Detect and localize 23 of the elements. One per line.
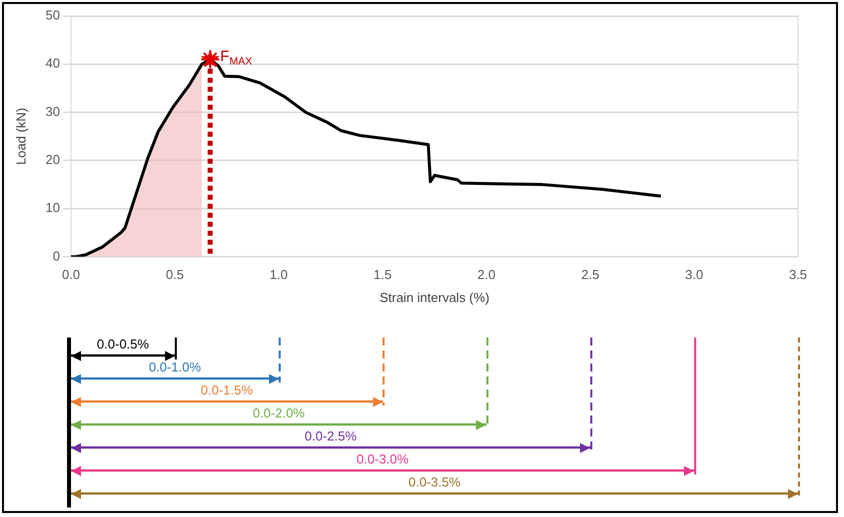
x-tick-label: 1.0 bbox=[270, 267, 288, 282]
x-axis-title: Strain intervals (%) bbox=[380, 290, 490, 305]
y-tick-label: 0 bbox=[52, 248, 60, 264]
y-tick-label: 0.0-1.5% bbox=[200, 382, 254, 398]
x-tick-label: 3.5 bbox=[788, 267, 808, 282]
y-tick-label: 10 bbox=[46, 200, 60, 216]
x-tick-label: 2.0 bbox=[477, 267, 496, 282]
x-tick-label: 2.5 bbox=[581, 267, 600, 282]
x-tick-label: 0.0 bbox=[62, 267, 80, 282]
y-tick-label: 50 bbox=[46, 8, 60, 23]
y-tick-label: 0.0-0.5% bbox=[96, 336, 150, 352]
y-tick-label: 0.0-3.5% bbox=[408, 474, 461, 490]
y-tick-label: 40 bbox=[46, 56, 60, 71]
y-tick-label: 0.0-2.0% bbox=[252, 406, 306, 421]
y-tick-label: 0.0-1.0% bbox=[148, 360, 202, 375]
y-tick-label: 30 bbox=[46, 104, 60, 119]
y-tick-label: 20 bbox=[46, 152, 60, 168]
y-tick-label: 0.0-3.0% bbox=[356, 452, 410, 467]
x-tick-label: 0.5 bbox=[166, 267, 184, 282]
y-tick-label: 0.0-2.5% bbox=[304, 428, 358, 444]
y-axis-title: Load (kN) bbox=[13, 108, 28, 165]
x-tick-label: 3.0 bbox=[685, 267, 704, 282]
x-tick-label: 1.5 bbox=[374, 267, 392, 282]
